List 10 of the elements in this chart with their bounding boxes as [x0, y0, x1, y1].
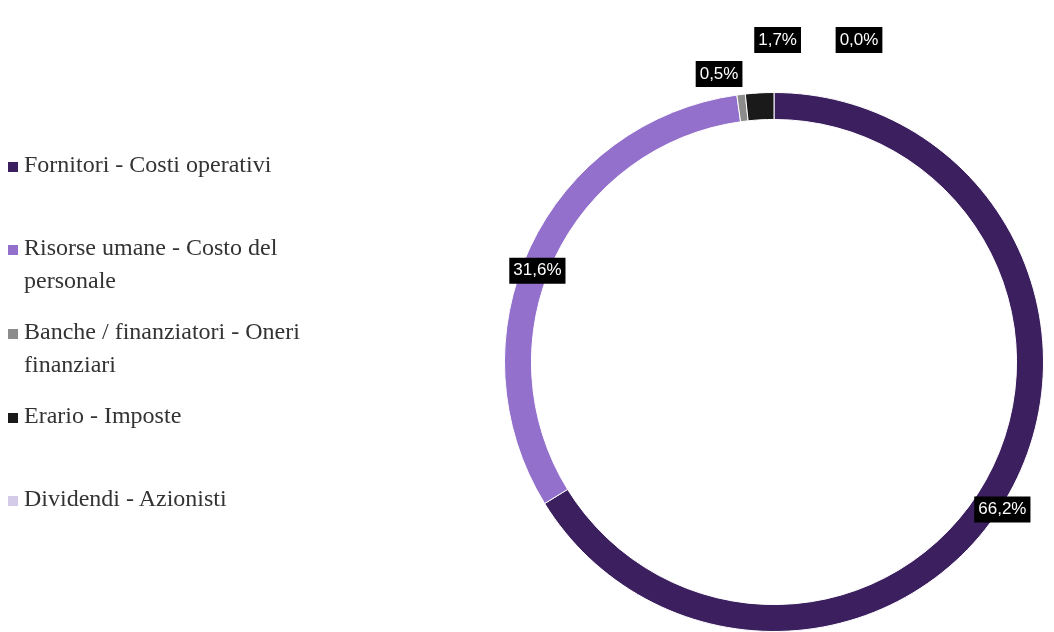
- legend-label: Risorse umane - Costo del personale: [24, 233, 279, 295]
- legend-label: Fornitori - Costi operativi: [24, 150, 272, 179]
- legend-label: Dividendi - Azionisti: [24, 484, 227, 513]
- legend-label: Erario - Imposte: [24, 401, 182, 430]
- data-label: 1,7%: [758, 29, 797, 49]
- data-label: 66,2%: [978, 499, 1027, 519]
- text: 0,0%: [839, 29, 879, 49]
- data-label: 31,6%: [513, 260, 562, 280]
- legend-label: Banche / finanziatori - Oneri finanziari: [24, 317, 301, 379]
- data-label: 0,5%: [699, 63, 739, 83]
